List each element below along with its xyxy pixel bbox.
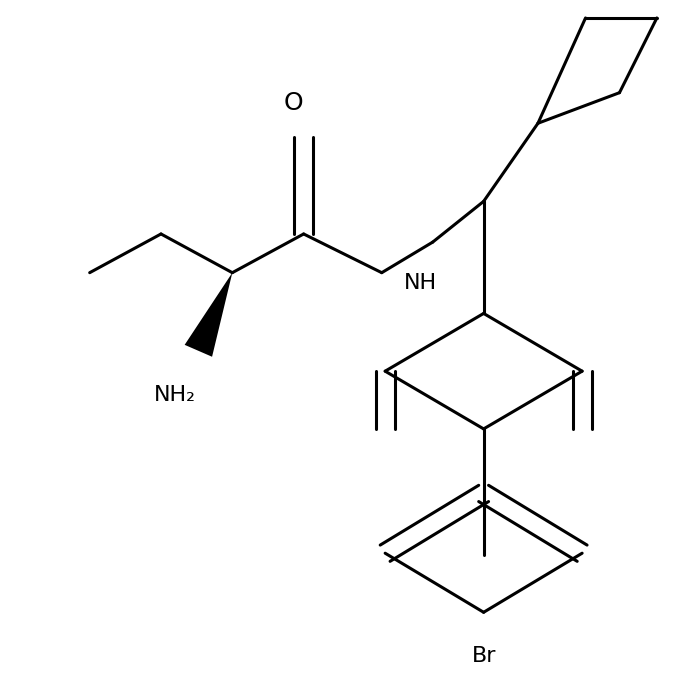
Text: O: O [284, 91, 303, 115]
Text: NH₂: NH₂ [153, 385, 196, 405]
Text: NH: NH [404, 273, 436, 293]
Polygon shape [185, 272, 233, 357]
Text: Br: Br [471, 647, 496, 667]
